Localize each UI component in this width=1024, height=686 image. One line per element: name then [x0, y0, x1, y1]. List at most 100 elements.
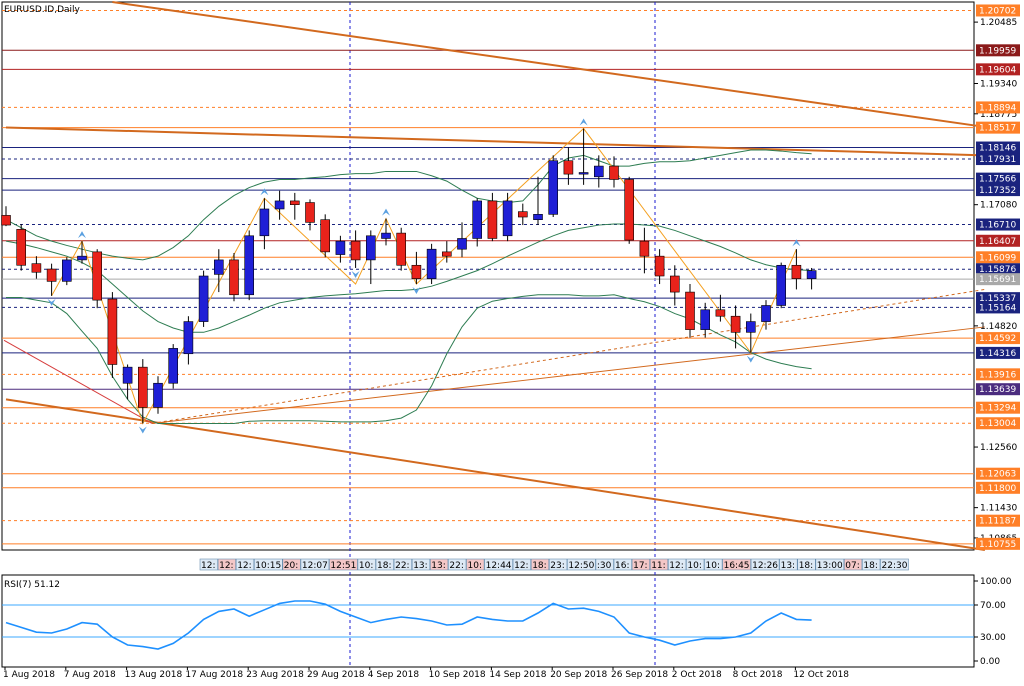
- price-level-tag[interactable]: [976, 467, 1020, 480]
- time-marker[interactable]: [217, 558, 237, 571]
- time-marker[interactable]: [548, 558, 568, 571]
- time-marker[interactable]: [329, 558, 358, 571]
- time-marker-label: 13:: [781, 561, 795, 571]
- time-marker[interactable]: [595, 558, 614, 571]
- price-level-tag-label: 1.19959: [979, 46, 1016, 56]
- trend-line[interactable]: [5, 398, 986, 551]
- price-level-tag[interactable]: [976, 218, 1020, 231]
- price-level-tag[interactable]: [976, 234, 1020, 247]
- price-level-tag-label: 1.15337: [979, 294, 1016, 304]
- price-tick-label: 1.17080: [980, 201, 1017, 211]
- time-marker[interactable]: [722, 558, 751, 571]
- price-level-tag[interactable]: [976, 383, 1020, 396]
- price-level-tag[interactable]: [976, 368, 1020, 381]
- candle: [609, 165, 619, 180]
- candle: [274, 200, 285, 210]
- price-level-tag[interactable]: [976, 292, 1020, 305]
- price-level-tag[interactable]: [976, 184, 1020, 197]
- time-marker-label: 10:15: [255, 561, 281, 571]
- time-marker[interactable]: [631, 558, 650, 571]
- time-marker[interactable]: [567, 558, 596, 571]
- time-marker[interactable]: [466, 558, 485, 571]
- trend-line[interactable]: [5, 126, 985, 157]
- price-level-tag[interactable]: [976, 401, 1020, 414]
- channel-line[interactable]: [3, 339, 153, 424]
- fractal-down-arrow-icon: [47, 298, 56, 306]
- price-level-tag[interactable]: [976, 4, 1020, 17]
- time-marker[interactable]: [393, 558, 413, 571]
- time-marker[interactable]: [667, 558, 687, 571]
- time-marker[interactable]: [613, 558, 632, 571]
- time-marker[interactable]: [235, 558, 255, 571]
- price-level-tag[interactable]: [976, 141, 1020, 154]
- price-level-tag-label: 1.17566: [979, 175, 1016, 185]
- price-level-tag[interactable]: [976, 481, 1020, 494]
- price-level-tag[interactable]: [976, 153, 1020, 166]
- trend-line[interactable]: [112, 1, 986, 128]
- price-level-tag[interactable]: [976, 263, 1020, 276]
- time-marker[interactable]: [530, 558, 550, 571]
- price-level-tag[interactable]: [976, 63, 1020, 76]
- time-marker-label: 12:26: [752, 561, 778, 571]
- time-marker-label: 12:: [237, 561, 251, 571]
- candle: [1, 215, 11, 226]
- time-marker-label: 10:: [706, 561, 720, 571]
- time-marker[interactable]: [512, 558, 531, 571]
- time-marker[interactable]: [779, 558, 798, 571]
- price-level-tag[interactable]: [976, 417, 1020, 430]
- candle: [745, 321, 756, 333]
- time-marker[interactable]: [815, 558, 845, 571]
- time-marker[interactable]: [282, 558, 301, 571]
- fractal-up-arrow-icon: [78, 231, 86, 239]
- time-marker[interactable]: [862, 558, 881, 571]
- candle: [654, 255, 665, 277]
- time-marker[interactable]: [199, 558, 218, 571]
- time-marker[interactable]: [357, 558, 376, 571]
- time-marker[interactable]: [411, 558, 431, 571]
- price-level-tag[interactable]: [976, 44, 1020, 57]
- price-level-tag[interactable]: [976, 101, 1020, 114]
- price-level-tag[interactable]: [976, 273, 1020, 286]
- time-marker[interactable]: [649, 558, 669, 571]
- price-level-tag[interactable]: [976, 301, 1020, 314]
- date-tick-label: 4 Sep 2018: [368, 670, 420, 680]
- candle: [487, 200, 498, 239]
- price-level-tag[interactable]: [976, 332, 1020, 345]
- candle: [46, 268, 57, 282]
- candle: [624, 179, 635, 241]
- price-level-tag[interactable]: [976, 172, 1020, 185]
- time-marker[interactable]: [686, 558, 705, 571]
- time-marker[interactable]: [448, 558, 467, 571]
- price-level-tag[interactable]: [976, 514, 1020, 527]
- time-marker[interactable]: [750, 558, 780, 571]
- time-marker[interactable]: [484, 558, 513, 571]
- candle: [107, 298, 118, 365]
- time-marker[interactable]: [429, 558, 449, 571]
- bollinger-lower-line: [6, 294, 812, 424]
- trend-line[interactable]: [151, 288, 985, 424]
- candle: [122, 366, 133, 384]
- time-marker[interactable]: [704, 558, 723, 571]
- time-marker[interactable]: [300, 558, 330, 571]
- time-marker-label: 18:: [377, 561, 391, 571]
- time-marker[interactable]: [880, 558, 909, 571]
- time-marker[interactable]: [843, 558, 863, 571]
- candle: [168, 348, 178, 384]
- candle: [457, 238, 467, 250]
- price-level-tag[interactable]: [976, 251, 1020, 264]
- date-tick-label: 23 Aug 2018: [246, 670, 304, 680]
- time-marker-label: 22:: [449, 561, 463, 571]
- price-level-tag[interactable]: [976, 537, 1020, 550]
- price-level-tag[interactable]: [976, 346, 1020, 359]
- time-marker-label: 10:: [359, 561, 373, 571]
- time-marker[interactable]: [254, 558, 283, 571]
- trend-line[interactable]: [151, 326, 985, 424]
- price-level-tag[interactable]: [976, 121, 1020, 134]
- time-marker[interactable]: [797, 558, 816, 571]
- fractal-down-arrow-icon: [412, 287, 421, 295]
- time-marker-label: 12:: [514, 561, 528, 571]
- price-level-tag-label: 1.13004: [979, 419, 1016, 429]
- time-marker[interactable]: [375, 558, 394, 571]
